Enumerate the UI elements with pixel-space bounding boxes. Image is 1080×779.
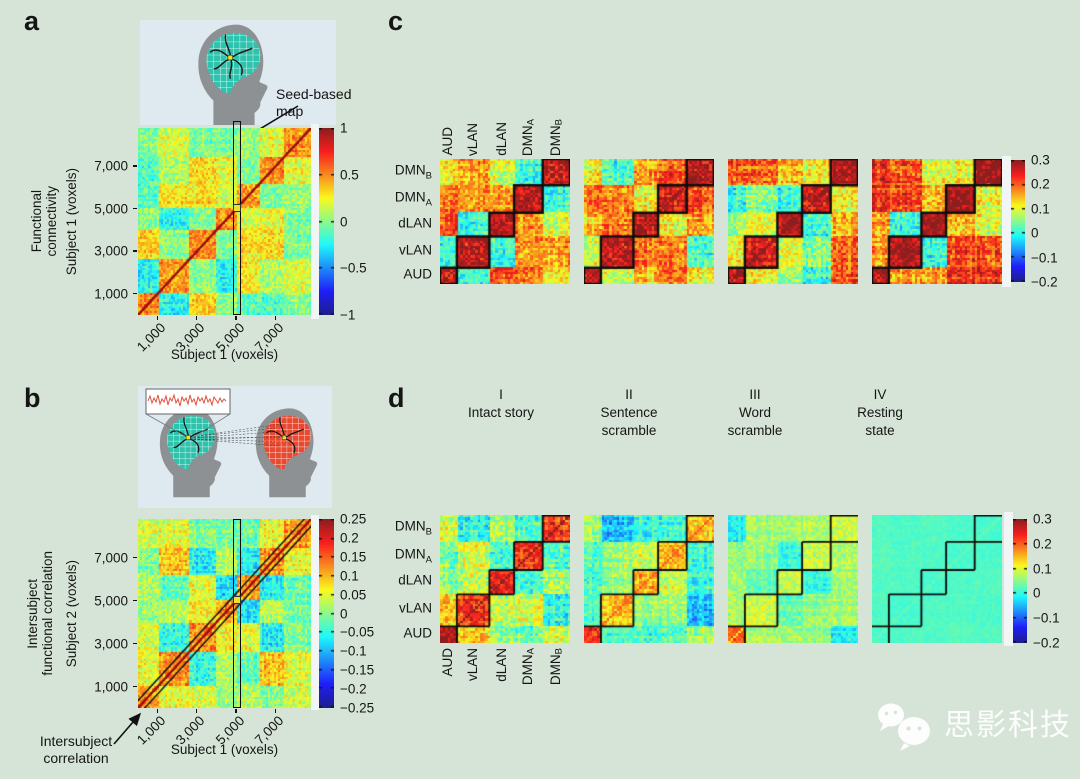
seed-marker-a [233, 204, 241, 212]
matrix-d-rest [872, 515, 1002, 643]
col-label-dlan: dLAN [493, 122, 509, 156]
seed-voxel-icon [281, 435, 287, 440]
colorbar-a-labels: 1 0.5 0 −0.5 −1 [340, 120, 367, 323]
matrix-c-intact [440, 159, 570, 284]
intersubject-correlation-arrow [113, 712, 142, 745]
col-label-vlan: vLAN [464, 122, 480, 156]
panel-label-a: a [24, 6, 40, 36]
subject2-head [255, 408, 318, 498]
panel-label-b: b [24, 383, 41, 413]
colorbar-d-labels: 0.3 0.2 0.1 0 −0.1 −0.2 [1033, 511, 1060, 651]
panel-a-y-ticks: 7,000 5,000 3,000 1,000 [94, 158, 128, 302]
colorbar-a-backplate [311, 124, 319, 319]
matrix-d-intact [440, 515, 570, 643]
matrix-c-word [728, 159, 858, 284]
seed-voxel-icon [227, 54, 233, 61]
colorbar-b [319, 519, 334, 708]
col-label-dmnb: DMNB [547, 118, 565, 156]
panel-a-brain-inset [140, 20, 336, 125]
seed-marker-b [233, 596, 241, 604]
seed-squiggles [209, 34, 253, 79]
panel-a-x-title: Subject 1 (voxels) [170, 347, 279, 362]
condition-header-word: III Word scramble [727, 387, 783, 438]
wechat-icon [878, 703, 930, 751]
col-label-dlan-bottom: dLAN [493, 648, 509, 682]
matrix-d-word [728, 515, 858, 643]
col-label-aud-bottom: AUD [439, 648, 455, 677]
panel-b-x-title: Subject 1 (voxels) [170, 742, 279, 757]
brain-seed-illustration [198, 24, 268, 125]
panel-a-matrix [133, 128, 311, 320]
two-brains-illustration [145, 388, 318, 498]
colorbar-c-labels: 0.3 0.2 0.1 0 −0.1 −0.2 [1031, 152, 1058, 290]
seed-column-outline-a [233, 121, 241, 315]
col-label-dmna: DMNA [519, 118, 537, 156]
panel-a-caption: Functional connectivity [29, 186, 59, 257]
panel-c-row-labels: DMNB DMNA dLAN vLAN AUD [394, 162, 432, 282]
matrix-c-rest [872, 159, 1002, 284]
seed-voxel-icon [185, 435, 191, 440]
col-label-dmnb-bottom: DMNB [547, 648, 565, 686]
heatmap-b-canvas [138, 519, 311, 708]
watermark-text: 思影科技 [944, 709, 1072, 742]
panel-b-brain-inset [138, 386, 332, 508]
seed-squiggles [266, 416, 304, 454]
colorbar-d-backplate [1004, 512, 1013, 646]
panel-label-c: c [388, 6, 404, 36]
colorbar-a [319, 128, 334, 315]
panel-d-row-labels: DMNB DMNA dLAN vLAN AUD [394, 519, 432, 641]
col-label-aud: AUD [439, 127, 455, 156]
matrix-d-sentence [584, 515, 714, 643]
subject1-head [159, 408, 222, 498]
seed-column-outline-b [233, 519, 241, 708]
panel-b-caption: Intersubject functional correlation [25, 551, 55, 676]
bold-signal-trace [147, 393, 227, 407]
col-label-vlan-bottom: vLAN [464, 648, 480, 682]
watermark: 思影科技 [874, 700, 1072, 752]
seed-squiggles [170, 416, 208, 454]
intersubject-correlation-annotation: Intersubject correlation [39, 733, 113, 766]
col-label-dmna-bottom: DMNA [519, 648, 537, 686]
condition-header-rest: IV Resting state [857, 387, 903, 438]
colorbar-b-labels: 0.25 0.2 0.15 0.1 0.05 0 −0.05 −0.1 −0.1… [340, 511, 375, 716]
colorbar-b-backplate [311, 515, 319, 710]
brain-region [206, 32, 261, 94]
colorbar-c-backplate [1002, 156, 1011, 287]
panel-label-d: d [388, 383, 405, 413]
colorbar-d [1013, 519, 1027, 643]
intersubject-links [189, 423, 294, 447]
colorbar-c [1011, 160, 1025, 282]
panel-b-y-ticks: 7,000 5,000 3,000 1,000 [94, 550, 128, 695]
heatmap-a-canvas [138, 128, 311, 315]
condition-header-intact: I Intact story [467, 387, 535, 420]
condition-header-sentence: II Sentence scramble [600, 387, 658, 438]
matrix-c-sentence [584, 159, 714, 284]
timeseries-box [145, 388, 231, 415]
panel-b-matrix [133, 519, 311, 713]
